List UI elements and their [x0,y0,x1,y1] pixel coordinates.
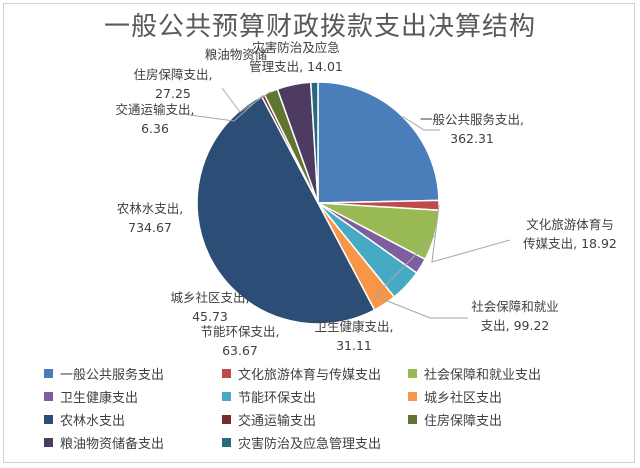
legend-swatch [222,438,231,447]
legend-label: 灾害防治及应急管理支出 [238,437,382,452]
chart-title: 一般公共预算财政拨款支出决算结构 [103,12,536,42]
legend-item: 文化旅游体育与传媒支出 [222,364,408,383]
data-label-2: 文化旅游体育与传媒支出, 18.92 [523,217,617,251]
slice-7 [196,94,376,325]
slice-11 [309,81,319,204]
legend-label: 卫生健康支出 [60,391,139,406]
leader-line-8 [189,94,264,122]
legend-swatch [222,415,231,424]
legend-item: 一般公共服务支出 [44,364,222,383]
data-label-6: 城乡社区支出, 45.73 [171,290,250,324]
leader-line-9 [221,87,272,113]
legend-swatch [408,392,417,401]
slice-1 [317,81,440,204]
chart-legend: 一般公共服务支出 文化旅游体育与传媒支出 社会保障和就业支出卫生健康支出 节能环保支出… [44,362,624,454]
legend-label: 农林水支出 [60,414,126,429]
legend-swatch [44,392,53,401]
data-label-3: 社会保障和就业支出, 99.22 [471,299,559,333]
legend-label: 节能环保支出 [238,391,317,406]
legend-item: 城乡社区支出 [408,387,588,406]
leader-line-1 [402,116,440,131]
legend-label: 住房保障支出 [424,414,503,429]
legend-label: 社会保障和就业支出 [424,368,542,383]
data-label-4: 卫生健康支出, 31.11 [315,319,394,353]
legend-row: 粮油物资储备支出 灾害防治及应急管理支出 [44,431,624,454]
data-label-5: 节能环保支出, 63.67 [201,324,280,358]
data-label-8: 交通运输支出, 6.36 [116,102,195,136]
data-label-9: 住房保障支出, 27.25 [134,67,213,101]
legend-label: 交通运输支出 [238,414,317,429]
legend-swatch [408,415,417,424]
legend-swatch [222,392,231,401]
legend-item: 卫生健康支出 [44,387,222,406]
leader-line-2 [431,205,511,263]
legend-item: 节能环保支出 [222,387,408,406]
data-label-1: 一般公共服务支出, 362.31 [420,112,524,146]
legend-label: 文化旅游体育与传媒支出 [238,368,382,383]
data-label-11: 灾害防治及应急管理支出, 14.01 [249,40,343,74]
data-label-10: 粮油物资储 [205,47,268,62]
legend-item: 交通运输支出 [222,410,408,429]
legend-swatch [44,369,53,378]
legend-label: 一般公共服务支出 [60,368,165,383]
legend-swatch [44,415,53,424]
legend-item: 社会保障和就业支出 [408,364,588,383]
data-label-7: 农林水支出, 734.67 [117,201,183,235]
legend-row: 农林水支出 交通运输支出 住房保障支出 [44,408,624,431]
leader-line-3 [374,235,468,319]
legend-swatch [222,369,231,378]
legend-item: 住房保障支出 [408,410,588,429]
legend-item: 农林水支出 [44,410,222,429]
legend-row: 一般公共服务支出 文化旅游体育与传媒支出 社会保障和就业支出 [44,362,624,385]
legend-item: 灾害防治及应急管理支出 [222,433,408,452]
legend-swatch [408,369,417,378]
legend-label: 城乡社区支出 [424,391,503,406]
legend-row: 卫生健康支出 节能环保支出 城乡社区支出 [44,385,624,408]
legend-label: 粮油物资储备支出 [60,437,165,452]
legend-swatch [44,438,53,447]
legend-item: 粮油物资储备支出 [44,433,222,452]
